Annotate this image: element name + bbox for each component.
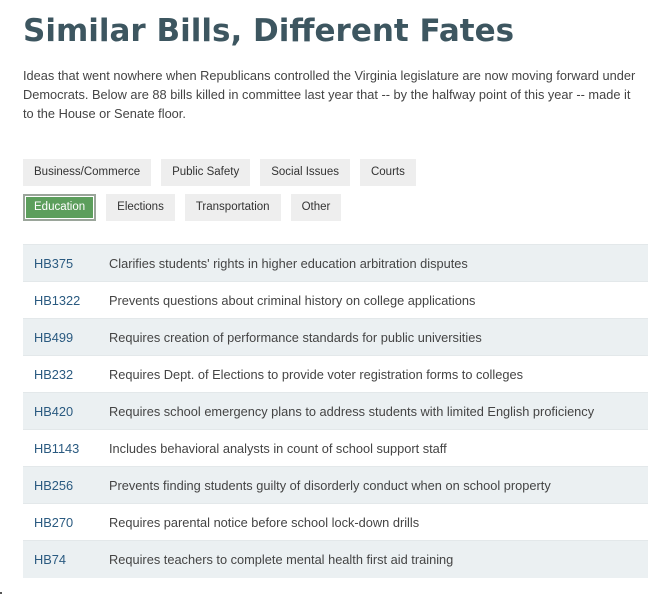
bill-description: Requires parental notice before school l… [109,514,420,530]
bills-table: HB375 Clarifies students' rights in highe… [23,244,648,578]
bill-description: Requires Dept. of Elections to provide v… [109,366,523,382]
table-row: HB74 Requires teachers to complete mental… [23,540,648,578]
filter-social-issues-button[interactable]: Social Issues [260,159,350,186]
filter-transportation-button[interactable]: Transportation [184,194,281,221]
table-row: HB375 Clarifies students' rights in highe… [23,244,648,282]
category-filters: Business/Commerce Public Safety Social Iss… [23,159,648,229]
bill-id: HB1322 [34,292,81,308]
filter-elections-button[interactable]: Elections [106,194,175,221]
bill-id: HB256 [34,477,74,493]
bill-description: Includes behavioral analysts in count of… [109,440,447,456]
table-row: HB499 Requires creation of performance st… [23,318,648,356]
bill-description: Requires teachers to complete mental hea… [109,551,454,567]
table-row: HB270 Requires parental notice before sch… [23,503,648,541]
filter-row: Business/Commerce Public Safety Social Iss… [23,159,648,186]
table-row: HB232 Requires Dept. of Elections to prov… [23,355,648,393]
bill-description: Clarifies students' rights in higher edu… [109,255,468,271]
table-row: HB1322 Prevents questions about criminal … [23,281,648,319]
filter-other-button[interactable]: Other [290,194,342,221]
bill-id: HB420 [34,403,74,419]
bill-id: HB375 [34,255,74,271]
table-row: HB1143 Includes behavioral analysts in co… [23,429,648,467]
bill-id: HB1143 [34,440,80,456]
bill-id: HB499 [34,329,74,345]
table-row: HB256 Prevents finding students guilty of… [23,466,648,504]
page-title: Similar Bills, Different Fates [23,13,515,49]
bill-description: Requires school emergency plans to addre… [109,403,595,419]
bill-description: Prevents questions about criminal histor… [109,292,476,308]
filter-education-button[interactable]: Education [23,194,97,221]
filter-courts-button[interactable]: Courts [359,159,416,186]
bill-description: Prevents finding students guilty of diso… [109,477,551,493]
intro-text: Ideas that went nowhere when Republicans… [23,68,636,121]
bill-description: Requires creation of performance standar… [109,329,482,345]
filter-business-commerce-button[interactable]: Business/Commerce [23,159,152,186]
bill-id: HB232 [34,366,74,382]
filter-public-safety-button[interactable]: Public Safety [161,159,251,186]
filter-row: Education Elections Transportation Other [23,194,648,221]
table-row: HB420 Requires school emergency plans to … [23,392,648,430]
bill-id: HB270 [34,514,74,530]
corner-mark [0,592,2,594]
bill-id: HB74 [34,551,67,567]
